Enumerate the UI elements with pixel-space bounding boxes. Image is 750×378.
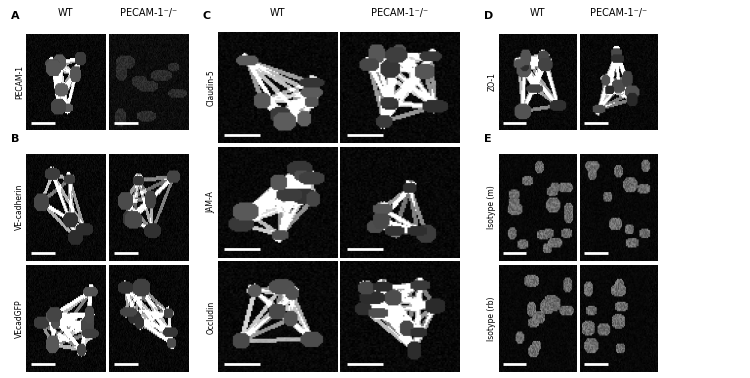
Text: PECAM-1⁻/⁻: PECAM-1⁻/⁻ — [121, 8, 178, 18]
Text: Isotype (m): Isotype (m) — [488, 185, 496, 229]
Text: Claudin-5: Claudin-5 — [206, 69, 215, 106]
Text: Occludin: Occludin — [206, 300, 215, 333]
Text: B: B — [11, 133, 20, 144]
Text: WT: WT — [269, 8, 285, 18]
Text: WT: WT — [530, 8, 545, 18]
Text: JAM-A: JAM-A — [206, 191, 215, 213]
Text: VEcadGFP: VEcadGFP — [15, 299, 24, 338]
Text: WT: WT — [58, 8, 74, 18]
Text: Isotype (rb): Isotype (rb) — [488, 296, 496, 341]
Text: ZO-1: ZO-1 — [488, 73, 496, 91]
Text: C: C — [202, 11, 211, 21]
Text: D: D — [484, 11, 493, 21]
Text: PECAM-1⁻/⁻: PECAM-1⁻/⁻ — [371, 8, 428, 18]
Text: PECAM-1: PECAM-1 — [15, 65, 24, 99]
Text: VE-cadherin: VE-cadherin — [15, 184, 24, 230]
Text: PECAM-1⁻/⁻: PECAM-1⁻/⁻ — [590, 8, 647, 18]
Text: A: A — [11, 11, 20, 21]
Text: E: E — [484, 133, 491, 144]
